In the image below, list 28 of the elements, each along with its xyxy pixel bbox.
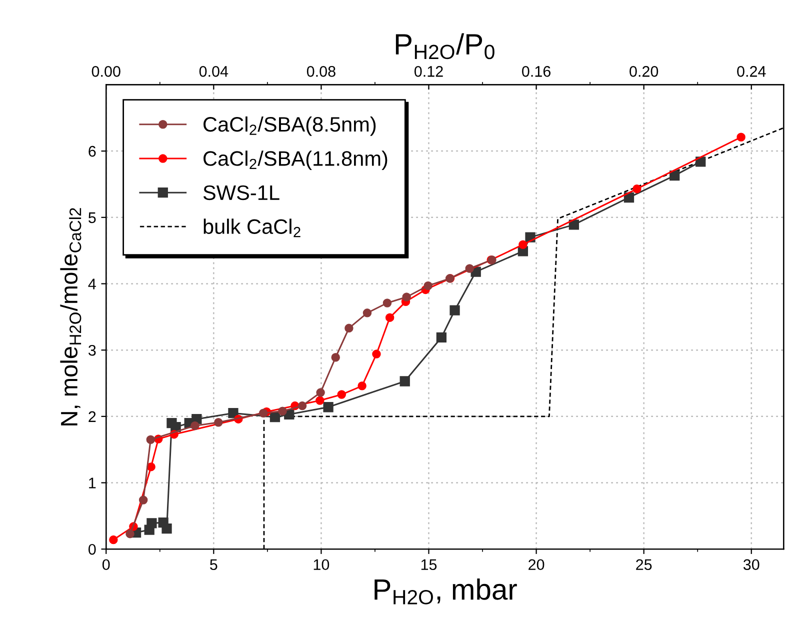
- y-tick-label: 3: [88, 344, 96, 356]
- x-tick-label: 15: [421, 559, 437, 570]
- x2-tick-label: 0.20: [630, 66, 658, 77]
- x-tick-label: 5: [210, 559, 218, 570]
- x2-tick-label: 0.12: [414, 66, 443, 77]
- y-tick-label: 6: [88, 146, 96, 157]
- y-tick-label: 0: [88, 544, 96, 555]
- x-tick-label: 30: [743, 559, 760, 570]
- legend-label: CaCl$_{2}$/SBA(11.8nm): [204, 150, 388, 170]
- y-tick-label: 5: [88, 212, 96, 224]
- y-tick-label: 1: [89, 478, 96, 488]
- x-tick-label: 0: [102, 559, 110, 570]
- x2-tick-label: 0.00: [92, 66, 120, 77]
- y-axis-title: N, mole$_{H2O}$/mole$_{CaCl2}$: [60, 208, 82, 426]
- y-tick-label: 2: [88, 411, 96, 422]
- x-tick-label: 25: [636, 559, 652, 570]
- legend-label: SWS-1L: [203, 185, 280, 200]
- legend-label: bulk CaCl$_{2}$: [204, 218, 300, 238]
- x2-tick-label: 0.24: [737, 66, 766, 77]
- x-tick-label: 20: [528, 559, 544, 570]
- x-tick-label: 10: [314, 559, 330, 570]
- x2-tick-label: 0.08: [306, 66, 336, 77]
- x2-tick-label: 0.04: [199, 66, 228, 77]
- y-tick-label: 4: [88, 278, 96, 290]
- x-axis-title: P$_{H2O}$, mbar: [374, 578, 517, 604]
- x2-axis-title: P$_{H2O}$/P$_{0}$: [396, 33, 494, 60]
- x2-tick-label: 0.16: [522, 66, 550, 77]
- legend-label: CaCl$_{2}$/SBA(8.5nm): [204, 116, 376, 136]
